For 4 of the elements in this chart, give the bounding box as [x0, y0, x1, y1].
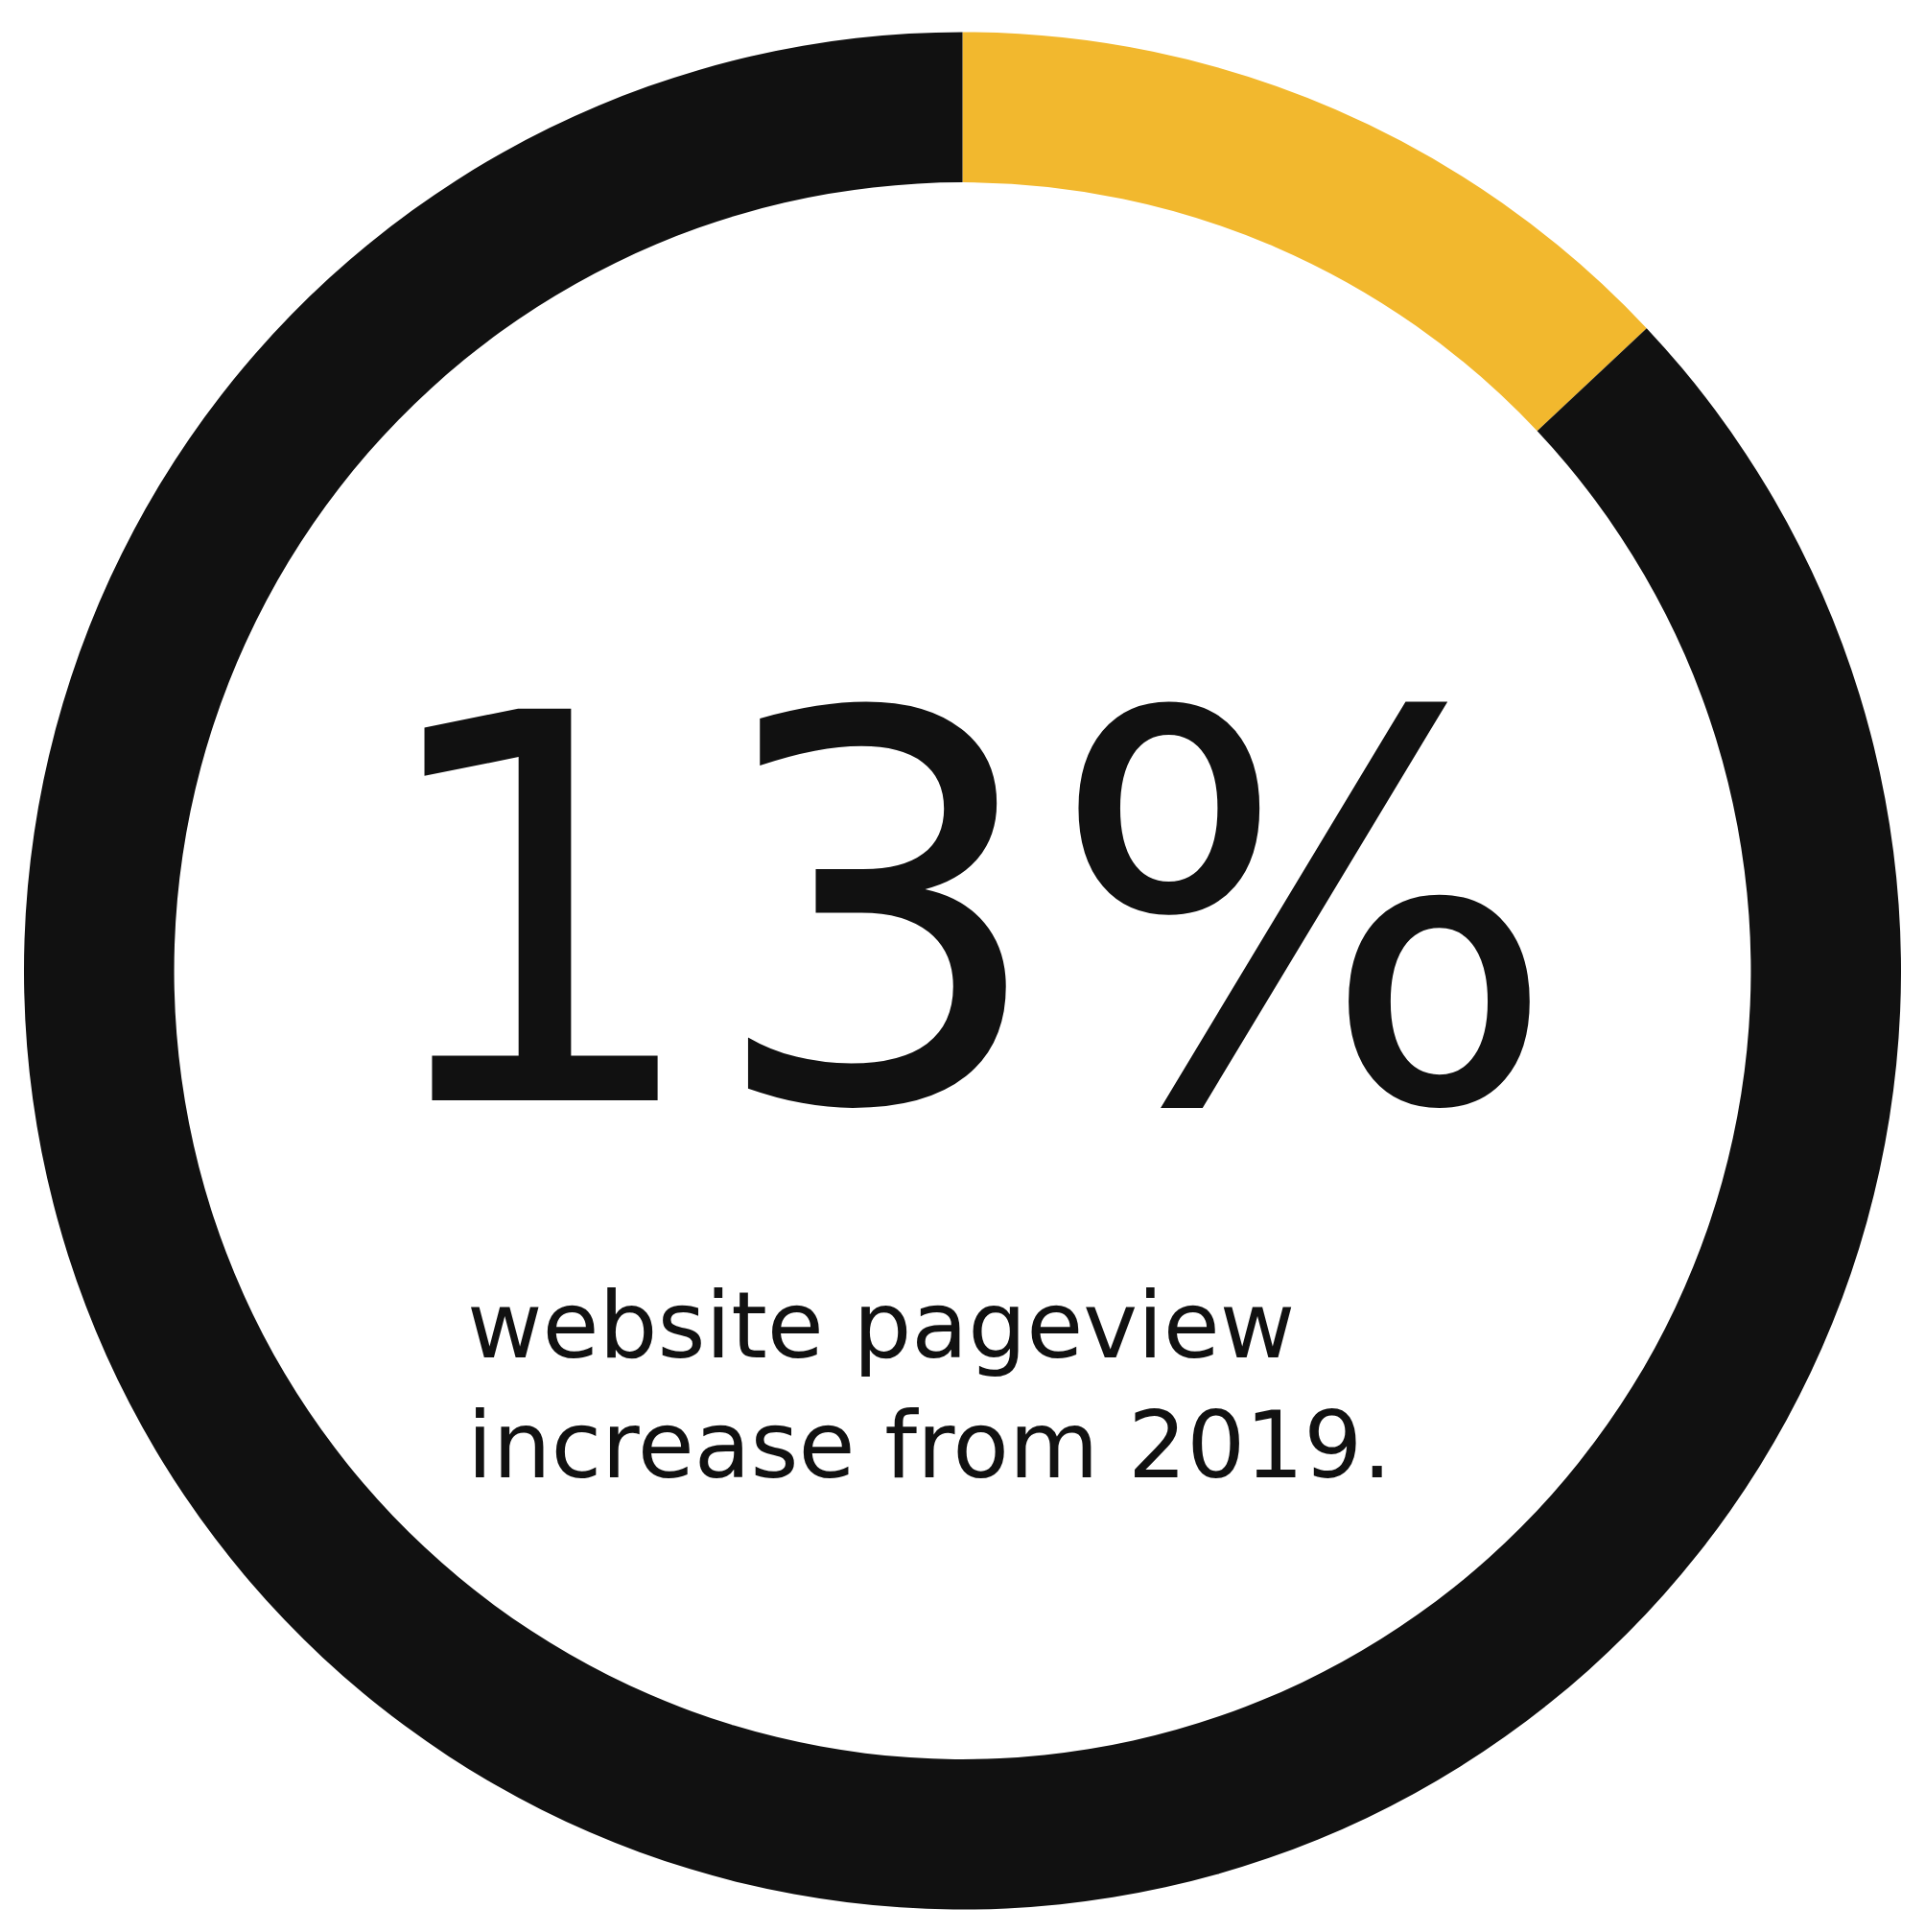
text: 13%: [365, 601, 1560, 1227]
donut-slice: [962, 32, 1647, 432]
text: website pageview increase from 2019.: [467, 1272, 1392, 1499]
donut-slice: [25, 32, 1901, 1909]
